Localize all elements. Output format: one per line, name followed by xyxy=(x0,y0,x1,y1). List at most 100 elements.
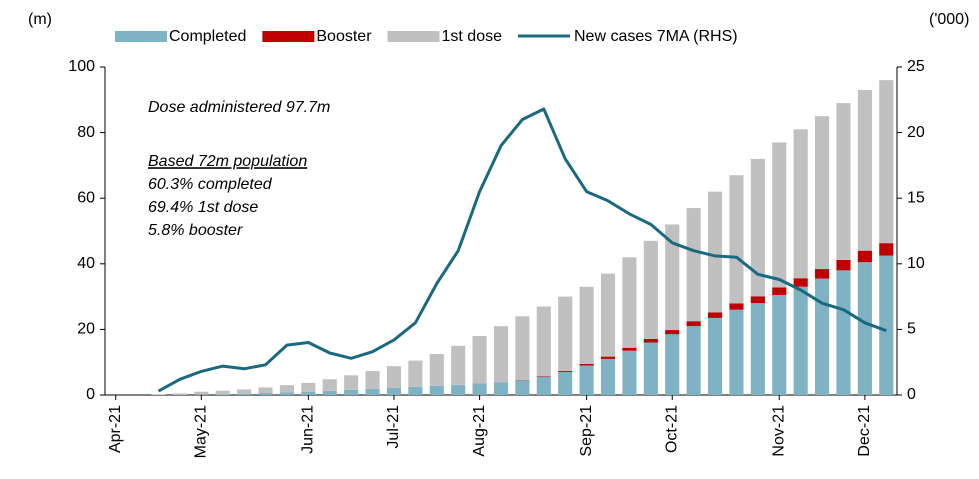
bar-segment xyxy=(686,208,701,322)
bar-segment xyxy=(815,116,830,270)
bar-segment xyxy=(408,386,423,395)
bar-segment xyxy=(237,389,252,394)
bar-segment xyxy=(237,393,252,395)
y-tick-label: 40 xyxy=(77,255,95,272)
bar-segment xyxy=(344,375,359,390)
bar-segment xyxy=(408,360,423,387)
bar-segment xyxy=(558,372,573,395)
bar-segment xyxy=(493,382,509,395)
y2-tick-label: 20 xyxy=(907,124,925,141)
bar-segment xyxy=(515,316,530,380)
bar-segment xyxy=(622,350,637,395)
y-tick-label: 0 xyxy=(86,386,95,403)
y-tick-label: 60 xyxy=(77,189,95,206)
bar-segment xyxy=(622,257,637,348)
bar-segment xyxy=(686,321,701,327)
bar-segment xyxy=(279,385,295,393)
y2-tick-label: 25 xyxy=(907,58,925,75)
y2-tick-label: 0 xyxy=(907,386,916,403)
bar-segment xyxy=(815,269,830,279)
annotation: 60.3% completed xyxy=(148,176,273,193)
bar-segment xyxy=(665,330,680,335)
bar-segment xyxy=(793,286,808,395)
bar-segment xyxy=(857,262,872,395)
y-tick-label: 80 xyxy=(77,124,95,141)
bar-segment xyxy=(643,342,658,395)
bar-segment xyxy=(729,309,744,395)
bar-segment xyxy=(815,278,830,395)
bar-segment xyxy=(600,273,616,357)
bar-segment xyxy=(793,129,808,279)
x-tick-label: Nov-21 xyxy=(770,405,787,457)
bar-segment xyxy=(879,255,894,395)
bar-segment xyxy=(643,338,658,343)
bar-segment xyxy=(707,317,723,395)
bar-segment xyxy=(472,335,487,384)
bar-segment xyxy=(729,175,744,304)
bar-segment xyxy=(536,376,551,377)
x-tick-label: Apr-21 xyxy=(107,405,124,453)
bar-segment xyxy=(301,382,316,392)
x-tick-label: Aug-21 xyxy=(471,405,488,457)
bar-segment xyxy=(793,278,808,287)
bar-segment xyxy=(772,142,787,288)
annotation: Based 72m population xyxy=(148,153,307,170)
bar-segment xyxy=(622,347,637,351)
bar-segment xyxy=(558,371,573,373)
annotation: 5.8% booster xyxy=(148,222,243,239)
bar-segment xyxy=(322,379,337,391)
bar-segment xyxy=(836,103,851,260)
bar-segment xyxy=(279,392,295,395)
bar-segment xyxy=(729,303,744,310)
bar-segment xyxy=(429,354,444,386)
bar-segment xyxy=(600,356,616,359)
x-tick-label: May-21 xyxy=(193,405,210,458)
bar-segment xyxy=(643,240,658,339)
bar-segment xyxy=(515,380,530,395)
bar-segment xyxy=(365,388,380,395)
bar-segment xyxy=(879,80,894,244)
bar-segment xyxy=(472,383,487,395)
y-axis-label: (m) xyxy=(28,11,52,28)
y2-axis-label: ('000) xyxy=(929,11,969,28)
x-tick-label: Sep-21 xyxy=(578,405,595,457)
x-tick-label: Jun-21 xyxy=(300,405,317,454)
bar-segment xyxy=(536,306,551,377)
bar-segment xyxy=(493,326,509,383)
y-tick-label: 100 xyxy=(68,58,95,75)
bar-segment xyxy=(536,376,551,395)
bar-segment xyxy=(857,250,872,263)
y2-tick-label: 15 xyxy=(907,189,925,206)
x-tick-label: Dec-21 xyxy=(856,405,873,457)
y-tick-label: 20 xyxy=(77,321,95,338)
bar-segment xyxy=(301,391,316,395)
bar-segment xyxy=(750,296,765,304)
bar-segment xyxy=(772,294,787,395)
line-series xyxy=(157,107,887,393)
x-tick-label: Jul-21 xyxy=(385,405,402,449)
bar-segment xyxy=(579,365,594,395)
bar-segment xyxy=(665,224,680,331)
legend-label: Completed xyxy=(169,28,246,45)
bar-segment xyxy=(579,363,594,366)
bar-segment xyxy=(194,391,209,395)
bar-segment xyxy=(579,286,594,364)
bar-segment xyxy=(365,371,380,389)
bar-segment xyxy=(322,390,337,395)
bar-segment xyxy=(258,393,273,395)
x-tick-label: Oct-21 xyxy=(663,405,680,453)
bar-segment xyxy=(836,270,851,395)
y2-tick-label: 10 xyxy=(907,255,925,272)
legend-label: 1st dose xyxy=(442,28,503,45)
bar-segment xyxy=(258,387,273,394)
y2-tick-label: 5 xyxy=(907,321,916,338)
bar-segment xyxy=(172,393,187,395)
bar-segment xyxy=(836,259,851,271)
annotation: 69.4% 1st dose xyxy=(148,199,258,216)
bar-segment xyxy=(600,358,616,395)
bar-segment xyxy=(707,191,723,313)
bar-segment xyxy=(879,243,894,256)
bar-segment xyxy=(386,366,402,388)
bar-segment xyxy=(451,384,466,395)
bar-segment xyxy=(151,394,166,395)
